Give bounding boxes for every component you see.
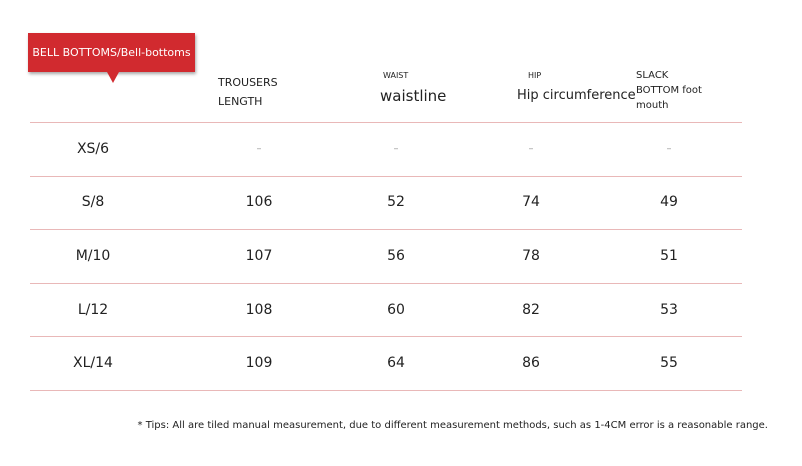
measurement: 51 bbox=[660, 248, 678, 264]
measurement: 86 bbox=[522, 355, 540, 372]
tag-pointer bbox=[107, 72, 119, 83]
measurement: – bbox=[393, 143, 399, 155]
row-divider bbox=[30, 176, 742, 177]
row-divider bbox=[30, 122, 742, 123]
measurement: 56 bbox=[387, 248, 405, 264]
measurement: 74 bbox=[522, 194, 540, 211]
measurement: 78 bbox=[522, 248, 540, 264]
size-label: L/12 bbox=[77, 301, 109, 318]
size-label: M/10 bbox=[75, 248, 111, 264]
row-divider bbox=[30, 336, 742, 337]
measurement: – bbox=[256, 143, 262, 155]
column-header: TROUSERS LENGTH bbox=[218, 76, 278, 108]
measurement: 106 bbox=[245, 194, 273, 211]
footnote: * Tips: All are tiled manual measurement… bbox=[137, 420, 768, 431]
column-header: waistline bbox=[380, 87, 447, 105]
measurement: 55 bbox=[660, 355, 678, 372]
measurement: 109 bbox=[245, 355, 273, 372]
column-header: Hip circumference bbox=[517, 88, 636, 103]
column-note: HIP bbox=[528, 71, 542, 80]
measurement: 82 bbox=[522, 301, 540, 318]
row-divider bbox=[30, 390, 742, 391]
row-divider bbox=[30, 283, 742, 284]
column-header: SLACK BOTTOM foot mouth bbox=[636, 70, 702, 111]
column-note: WAIST bbox=[383, 71, 409, 80]
measurement: 53 bbox=[660, 301, 678, 318]
measurement: – bbox=[666, 143, 672, 155]
size-label: XL/14 bbox=[73, 355, 113, 372]
measurement: – bbox=[528, 143, 534, 155]
measurement: 64 bbox=[387, 355, 405, 372]
row-divider bbox=[30, 229, 742, 230]
measurement: 107 bbox=[245, 248, 273, 264]
size-label: S/8 bbox=[81, 194, 105, 211]
size-label: XS/6 bbox=[76, 140, 110, 157]
measurement: 60 bbox=[387, 301, 405, 318]
measurement: 108 bbox=[245, 301, 273, 318]
tag: BELL BOTTOMS/Bell-bottoms bbox=[28, 33, 195, 72]
measurement: 52 bbox=[387, 194, 405, 211]
measurement: 49 bbox=[660, 194, 678, 211]
